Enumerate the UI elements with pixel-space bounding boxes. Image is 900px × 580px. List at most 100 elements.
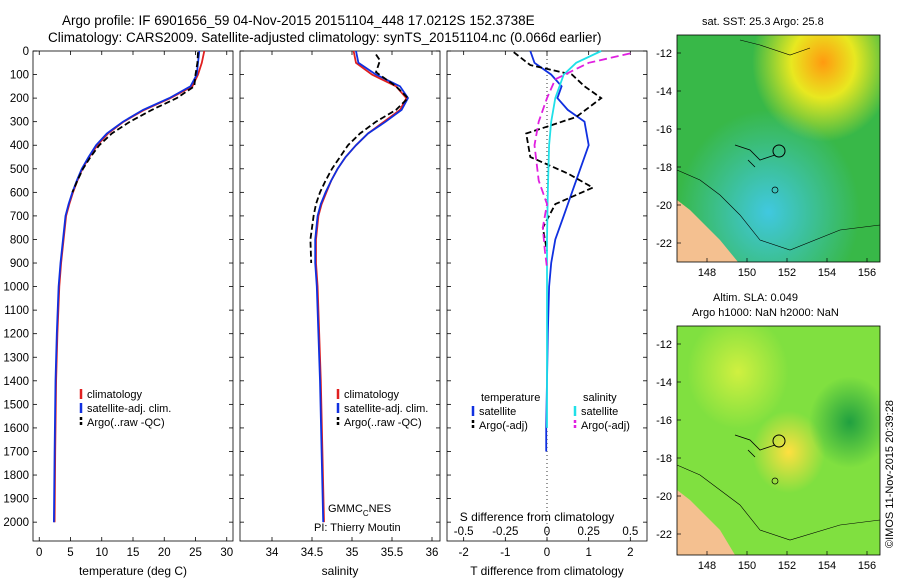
diff-legend-temperature-head: temperature bbox=[481, 392, 540, 404]
depth-tick-label: 200 bbox=[10, 93, 29, 105]
gmmc-main: GMMC bbox=[328, 503, 363, 515]
sst-map-ticks: -12 -14 -16 -18 -20 -22 148 150 152 154 156 bbox=[656, 48, 876, 279]
title-line-1: Argo profile: IF 6901656_59 04-Nov-2015 … bbox=[62, 13, 535, 28]
imos-footer: ©IMOS 11-Nov-2015 20:39:28 bbox=[884, 400, 896, 548]
sst-map-title: sat. SST: 25.3 Argo: 25.8 bbox=[702, 16, 824, 28]
temperature-legend-label: satellite-adj. clim. bbox=[87, 403, 171, 415]
temperature-xtick-label: 30 bbox=[220, 547, 233, 559]
difference-series-temperature-argo bbox=[513, 51, 603, 252]
temperature-xtick-label: 5 bbox=[67, 547, 73, 559]
map-ytick-label: -12 bbox=[656, 48, 672, 60]
map-ytick-label: -22 bbox=[656, 529, 672, 541]
salinity-xtick-label: 35 bbox=[346, 547, 359, 559]
depth-tick-label: 900 bbox=[10, 258, 29, 270]
sla-map-title-1: Altim. SLA: 0.049 bbox=[713, 292, 798, 304]
map-ytick-label: -16 bbox=[656, 415, 672, 427]
depth-tick-label: 600 bbox=[10, 187, 29, 199]
salinity-diff-tick-label: -0.25 bbox=[492, 526, 518, 538]
map-xtick-label: 148 bbox=[698, 560, 716, 572]
map-ytick-label: -20 bbox=[656, 200, 672, 212]
difference-xtick-label: -1 bbox=[500, 547, 510, 559]
salinity-xtick-label: 36 bbox=[426, 547, 439, 559]
sst-reef-line bbox=[739, 39, 811, 56]
map-xtick-label: 156 bbox=[858, 267, 876, 279]
difference-xlabel: T difference from climatology bbox=[470, 564, 624, 578]
map-xtick-label: 150 bbox=[738, 560, 756, 572]
temperature-panel: 0100200300400500600700800900100011001200… bbox=[3, 46, 234, 578]
diff-legend-s-label: satellite bbox=[581, 406, 618, 418]
sla-low-patch bbox=[677, 326, 880, 555]
temperature-xtick-label: 10 bbox=[95, 547, 108, 559]
map-xtick-label: 156 bbox=[858, 560, 876, 572]
difference-series-salinity-satellite bbox=[546, 50, 602, 428]
difference-series-salinity-argo bbox=[533, 52, 631, 268]
temperature-xtick-label: 20 bbox=[158, 547, 171, 559]
salinity-diff-tick-label: 0.25 bbox=[577, 526, 599, 538]
temperature-legend-label: climatology bbox=[87, 389, 143, 401]
salinity-axes-frame bbox=[239, 50, 441, 542]
temperature-legend-label: Argo(..raw -QC) bbox=[87, 417, 165, 429]
salinity-xlabel: salinity bbox=[322, 564, 359, 578]
diff-legend-t-label: Argo(-adj) bbox=[479, 420, 528, 432]
depth-tick-label: 2000 bbox=[3, 517, 29, 529]
salinity-legend-label: climatology bbox=[344, 389, 400, 401]
depth-tick-label: 1900 bbox=[3, 494, 29, 506]
depth-tick-label: 1600 bbox=[3, 423, 29, 435]
salinity-xtick-label: 34 bbox=[266, 547, 279, 559]
temperature-xlabel: temperature (deg C) bbox=[79, 564, 187, 578]
map-ytick-label: -12 bbox=[656, 339, 672, 351]
difference-panel: -2 -1 0 1 2T difference from climatology -0.5… bbox=[446, 50, 648, 578]
salinity-legend-label: satellite-adj. clim. bbox=[344, 403, 428, 415]
map-xtick-label: 152 bbox=[778, 267, 796, 279]
depth-tick-label: 1700 bbox=[3, 446, 29, 458]
depth-tick-label: 700 bbox=[10, 211, 29, 223]
temperature-series-argo bbox=[71, 52, 199, 193]
gmmc-end: NES bbox=[369, 503, 392, 515]
depth-tick-label: 1200 bbox=[3, 329, 29, 341]
depth-tick-label: 500 bbox=[10, 164, 29, 176]
sla-island-marker bbox=[771, 477, 779, 485]
difference-xtick-label: 1 bbox=[585, 547, 591, 559]
map-ytick-label: -16 bbox=[656, 124, 672, 136]
gmmc-annotation: GMMCCNES bbox=[328, 503, 391, 518]
gmmc-sub: C bbox=[363, 509, 369, 518]
title-line-2: Climatology: CARS2009. Satellite-adjuste… bbox=[48, 30, 602, 45]
sla-bathymetry-line bbox=[676, 464, 881, 541]
sst-map: sat. SST: 25.3 Argo: 25.8 -12 -14 -16 -18 -2… bbox=[656, 16, 881, 279]
salinity-xtick-label: 35.5 bbox=[381, 547, 403, 559]
depth-tick-label: 400 bbox=[10, 140, 29, 152]
sla-map-title-2: Argo h1000: NaN h2000: NaN bbox=[692, 307, 839, 319]
sst-cool-patch bbox=[677, 35, 880, 262]
depth-tick-label: 1400 bbox=[3, 376, 29, 388]
depth-tick-label: 1500 bbox=[3, 399, 29, 411]
map-ytick-label: -20 bbox=[656, 491, 672, 503]
salinity-panel: 34 34.5 35 35.5 36 salinity climatology satelli… bbox=[239, 50, 441, 578]
pi-annotation: PI: Thierry Moutin bbox=[314, 522, 401, 534]
sla-argo-position-marker bbox=[772, 434, 786, 448]
salinity-diff-tick-label: -0.5 bbox=[454, 526, 474, 538]
sla-map-frame bbox=[676, 325, 881, 556]
map-ytick-label: -18 bbox=[656, 453, 672, 465]
difference-xtick-label: -2 bbox=[459, 547, 469, 559]
sla-land-australia bbox=[677, 490, 735, 555]
map-ytick-label: -22 bbox=[656, 238, 672, 250]
sla-map-ticks: -12 -14 -16 -18 -20 -22 148 150 152 154 156 bbox=[656, 339, 876, 572]
salinity-diff-tick-label: 0 bbox=[544, 526, 550, 538]
salinity-series-argo bbox=[309, 53, 410, 264]
difference-xtick-label: 2 bbox=[627, 547, 633, 559]
depth-tick-label: 1300 bbox=[3, 352, 29, 364]
diff-legend-t-label: satellite bbox=[479, 406, 516, 418]
sst-land-australia bbox=[677, 200, 738, 262]
map-xtick-label: 154 bbox=[818, 560, 836, 572]
sst-reef-outline bbox=[734, 144, 776, 168]
sst-argo-position-marker bbox=[772, 144, 786, 158]
depth-tick-label: 1100 bbox=[4, 305, 29, 317]
diff-legend-salinity-head: salinity bbox=[583, 392, 617, 404]
sla-reef-outline bbox=[734, 434, 776, 458]
temperature-xtick-label: 15 bbox=[127, 547, 140, 559]
map-xtick-label: 152 bbox=[778, 560, 796, 572]
salinity-series-satellite bbox=[314, 50, 410, 523]
map-ytick-label: -14 bbox=[656, 86, 672, 98]
sla-map: Altim. SLA: 0.049 Argo h1000: NaN h2000:… bbox=[656, 292, 881, 572]
